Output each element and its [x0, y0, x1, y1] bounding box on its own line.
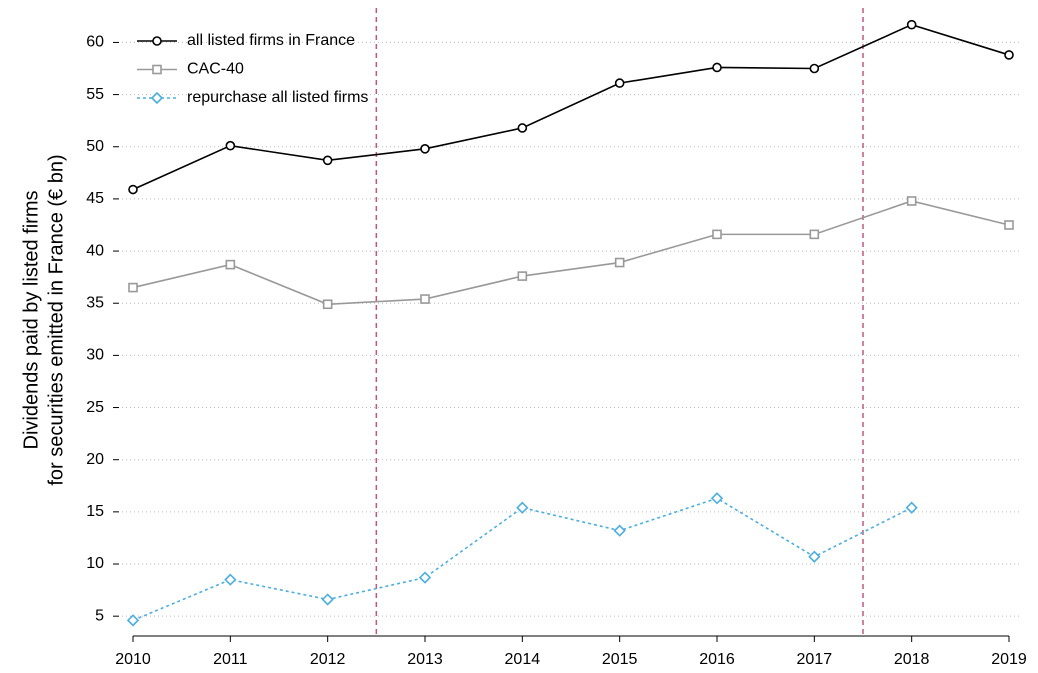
marker: [128, 282, 138, 293]
y-tick-label: 5: [95, 607, 104, 624]
marker: [808, 550, 821, 563]
x-tick-label: 2019: [991, 651, 1027, 668]
x-tick-label: 2018: [894, 651, 930, 668]
legend-label: all listed firms in France: [187, 32, 355, 49]
y-tick-label: 45: [86, 190, 104, 207]
x-tick-label: 2015: [602, 651, 638, 668]
legend-marker: [152, 64, 162, 75]
y-tick-label: 25: [86, 399, 104, 416]
marker: [321, 593, 334, 606]
marker: [712, 62, 722, 73]
series-line: [132, 497, 913, 622]
y-tick-label: 40: [86, 242, 104, 259]
marker: [905, 501, 918, 514]
marker: [418, 571, 432, 584]
y-tick-label: 15: [86, 503, 104, 520]
marker: [516, 501, 529, 514]
marker: [906, 19, 917, 30]
marker: [225, 140, 236, 151]
legend-marker: [152, 36, 162, 46]
marker: [1004, 220, 1014, 230]
y-tick-label: 35: [86, 294, 104, 311]
legend: all listed firms in France CAC-40 repurcha…: [137, 32, 368, 106]
marker: [420, 144, 430, 154]
legend-label: CAC-40: [187, 61, 244, 78]
marker: [517, 271, 528, 281]
marker: [126, 614, 140, 627]
legend-label: repurchase all listed firms: [187, 89, 368, 106]
series-line: [132, 200, 1010, 306]
y-tick-label: 10: [86, 555, 104, 572]
series-line: [132, 23, 1010, 191]
marker: [809, 229, 820, 240]
y-tick-label: 55: [86, 86, 104, 103]
x-tick-label: 2014: [505, 651, 541, 668]
marker: [322, 299, 333, 310]
y-axis-label: Dividends paid by listed firms: [20, 191, 42, 450]
marker: [225, 259, 236, 270]
x-tick-label: 2016: [699, 651, 735, 668]
y-tick-label: 60: [86, 34, 104, 51]
marker: [517, 123, 528, 133]
legend-marker: [150, 91, 164, 105]
marker: [710, 492, 724, 505]
marker: [420, 294, 430, 304]
marker: [128, 184, 138, 195]
marker: [906, 196, 917, 206]
y-tick-label: 30: [86, 347, 104, 364]
x-tick-label: 2010: [115, 651, 151, 668]
x-tick-label: 2012: [310, 651, 346, 668]
y-tick-label: 20: [86, 451, 104, 468]
x-tick-label: 2011: [213, 651, 248, 668]
marker: [614, 78, 625, 88]
marker: [809, 63, 820, 74]
x-tick-label: 2013: [407, 651, 443, 668]
marker: [1004, 50, 1014, 60]
marker: [613, 524, 626, 537]
marker: [712, 229, 722, 240]
marker: [322, 155, 333, 166]
marker: [224, 573, 237, 586]
y-axis-label: for securities emitted in France (€ bn): [45, 154, 67, 485]
x-tick-label: 2017: [797, 651, 833, 668]
marker: [614, 257, 625, 268]
y-tick-label: 50: [86, 138, 104, 155]
